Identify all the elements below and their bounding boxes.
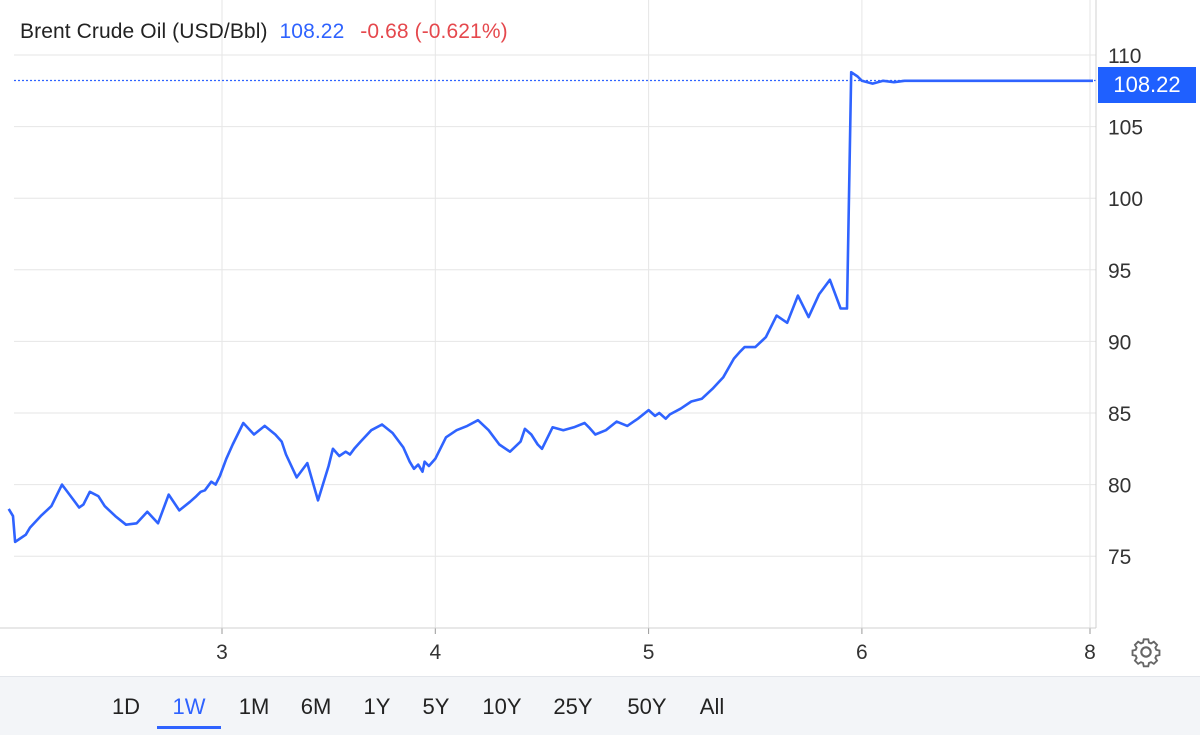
- range-button-1m[interactable]: 1M: [238, 694, 270, 719]
- price-change: -0.68 (-0.621%): [360, 20, 508, 43]
- last-price-tag: 108.22: [1098, 67, 1196, 103]
- last-price: 108.22: [279, 20, 345, 43]
- range-button-5y[interactable]: 5Y: [422, 694, 450, 719]
- x-tick-label: 3: [216, 641, 228, 664]
- range-button-50y[interactable]: 50Y: [627, 694, 667, 719]
- instrument-name: Brent Crude Oil (USD/Bbl): [20, 20, 268, 43]
- y-tick-label: 105: [1108, 117, 1143, 140]
- range-button-1y[interactable]: 1Y: [363, 694, 391, 719]
- gear-icon: [1131, 638, 1161, 668]
- y-tick-label: 100: [1108, 188, 1143, 211]
- x-tick-label: 4: [429, 641, 441, 664]
- range-button-1w[interactable]: 1W: [172, 694, 206, 719]
- settings-button[interactable]: [1130, 636, 1162, 668]
- y-tick-label: 75: [1108, 546, 1131, 569]
- y-tick-label: 80: [1108, 475, 1131, 498]
- chart-legend: Brent Crude Oil (USD/Bbl) 108.22 -0.68 (…: [20, 20, 508, 44]
- active-range-underline: [157, 726, 221, 729]
- range-button-1d[interactable]: 1D: [111, 694, 141, 719]
- axes: [0, 0, 1097, 634]
- y-tick-label: 110: [1108, 45, 1141, 68]
- tick-labels: 75 80 85 90 95 100 105 110 3 4 5 6 8: [216, 45, 1143, 664]
- y-tick-label: 85: [1108, 403, 1131, 426]
- x-tick-label: 5: [643, 641, 655, 664]
- y-tick-label: 95: [1108, 260, 1131, 283]
- range-button-6m[interactable]: 6M: [300, 694, 332, 719]
- x-tick-label: 8: [1084, 641, 1096, 664]
- range-button-all[interactable]: All: [699, 694, 725, 719]
- range-button-10y[interactable]: 10Y: [482, 694, 522, 719]
- series-layer: [7, 70, 1093, 544]
- range-selector: 1D 1W 1M 6M 1Y 5Y 10Y 25Y 50Y All: [0, 676, 1200, 735]
- x-tick-label: 6: [856, 641, 868, 664]
- price-series-line: [7, 70, 1093, 544]
- y-tick-label: 90: [1108, 331, 1131, 354]
- grid-lines: [14, 0, 1096, 628]
- range-button-25y[interactable]: 25Y: [553, 694, 593, 719]
